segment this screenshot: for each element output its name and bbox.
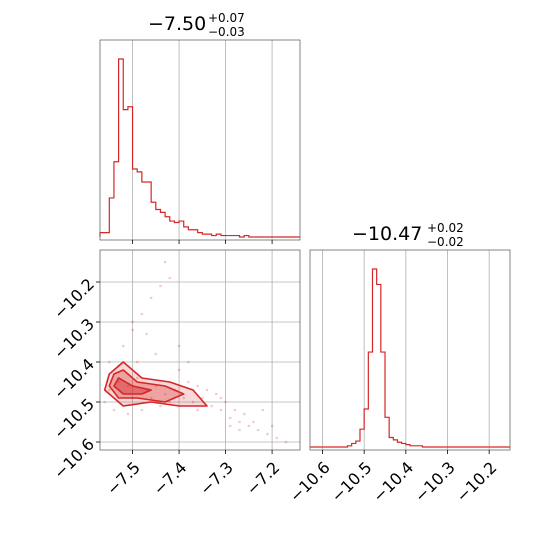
scatter-point-56: [187, 360, 190, 364]
scatter-point-32: [224, 400, 227, 404]
panel-frame: [99, 39, 301, 241]
scatter-point-53: [261, 408, 265, 412]
x-ticks: [132, 240, 273, 244]
y-tick-label-3: −10.3: [50, 315, 98, 363]
scatter-point-22: [140, 312, 144, 316]
scatter-point-28: [154, 352, 158, 356]
scatter-point-9: [201, 396, 204, 400]
scatter-point-19: [108, 360, 111, 364]
scatter-point-50: [228, 424, 232, 428]
scatter-point-34: [242, 412, 246, 416]
x-tick-label-3: −10.3: [411, 458, 459, 506]
x-ticks: −7.5 −7.4 −7.3 −7.2: [103, 450, 283, 499]
scatter-point-14: [247, 424, 251, 428]
scatter-point-24: [159, 284, 162, 288]
y-tick-label-0: −10.6: [50, 435, 98, 483]
scatter-point-36: [103, 400, 106, 404]
density-contours: [103, 361, 208, 407]
scatter-point-18: [284, 440, 288, 444]
contour-level-2: [113, 377, 152, 395]
panel-bottom-left-scatter: −7.5 −7.4 −7.3 −7.2 −10.6−10.5−10.4−10.3−10…: [50, 249, 301, 499]
title-plus: +0.02: [427, 221, 464, 235]
scatter-point-25: [168, 276, 172, 280]
scatter-point-5: [163, 392, 167, 396]
scatter-point-27: [145, 332, 148, 336]
scatter-point-7: [182, 396, 186, 400]
grid-lines: [322, 250, 490, 450]
x-tick-label-3: −7.2: [242, 458, 283, 499]
scatter-point-1: [126, 384, 130, 388]
scatter-point-11: [219, 408, 223, 412]
scatter-point-17: [275, 436, 279, 440]
scatter-point-47: [196, 408, 199, 412]
title-minus: −0.03: [208, 25, 245, 39]
scatter-point-41: [187, 380, 190, 384]
x-ticks: −10.6−10.5−10.4−10.3−10.2: [286, 450, 500, 506]
scatter-point-52: [270, 424, 274, 428]
scatter-point-35: [252, 420, 255, 424]
scatter-point-38: [126, 412, 130, 416]
scatter-point-2: [135, 376, 139, 380]
scatter-point-8: [191, 400, 195, 404]
grid-lines: [132, 40, 273, 240]
grid-lines: [100, 250, 300, 450]
scatter-point-21: [131, 328, 134, 332]
panel-top-left-histogram: −7.50 +0.07 −0.03: [99, 11, 301, 244]
y-ticks: −10.6−10.5−10.4−10.3−10.2: [50, 275, 100, 483]
x-tick-label-2: −10.4: [369, 458, 417, 506]
y-tick-label-2: −10.4: [50, 355, 98, 403]
x-tick-label-4: −10.2: [452, 458, 500, 506]
panel-title: −7.50 +0.07 −0.03: [148, 11, 245, 39]
scatter-point-42: [205, 388, 209, 392]
panel-frame: [99, 249, 301, 451]
scatter-point-43: [108, 388, 111, 392]
scatter-point-13: [238, 420, 241, 424]
scatter-point-30: [196, 384, 199, 388]
scatter-point-0: [117, 380, 120, 384]
scatter-point-45: [149, 396, 153, 400]
scatter-point-23: [149, 296, 153, 300]
title-value: −10.47: [352, 223, 422, 245]
scatter-point-26: [131, 320, 134, 324]
panel-bottom-right-histogram: −10.6−10.5−10.4−10.3−10.2 −10.47 +0.02 −…: [286, 221, 511, 506]
scatter-point-12: [228, 416, 232, 420]
scatter-point-54: [219, 396, 223, 400]
scatter-point-20: [121, 344, 125, 348]
histogram-step-line: [310, 268, 510, 448]
y-tick-label-1: −10.5: [50, 395, 98, 443]
scatter-point-15: [256, 428, 260, 432]
title-value: −7.50: [148, 13, 206, 35]
scatter-point-29: [177, 368, 181, 372]
scatter-point-16: [266, 432, 269, 436]
scatter-point-57: [163, 260, 167, 264]
panel-title: −10.47 +0.02 −0.02: [352, 221, 464, 249]
scatter-point-48: [135, 360, 139, 364]
scatter-point-51: [238, 428, 241, 432]
scatter-point-40: [159, 404, 162, 408]
histogram-step-line: [99, 58, 300, 238]
scatter-point-55: [177, 344, 181, 348]
scatter-point-37: [112, 408, 116, 412]
scatter-point-10: [210, 404, 213, 408]
x-tick-label-0: −7.5: [103, 458, 144, 499]
scatter-point-46: [168, 400, 172, 404]
panel-frame: [309, 249, 511, 451]
y-tick-label-4: −10.2: [50, 275, 98, 323]
title-plus: +0.07: [208, 11, 245, 25]
scatter-point-31: [214, 392, 218, 396]
title-minus: −0.02: [427, 235, 464, 249]
x-tick-label-1: −10.5: [327, 458, 375, 506]
scatter-point-39: [140, 408, 144, 412]
scatter-point-33: [233, 408, 237, 412]
x-tick-label-2: −7.3: [196, 458, 237, 499]
scatter-points: [103, 260, 288, 444]
x-tick-label-1: −7.4: [149, 458, 190, 499]
x-tick-label-0: −10.6: [286, 458, 334, 506]
